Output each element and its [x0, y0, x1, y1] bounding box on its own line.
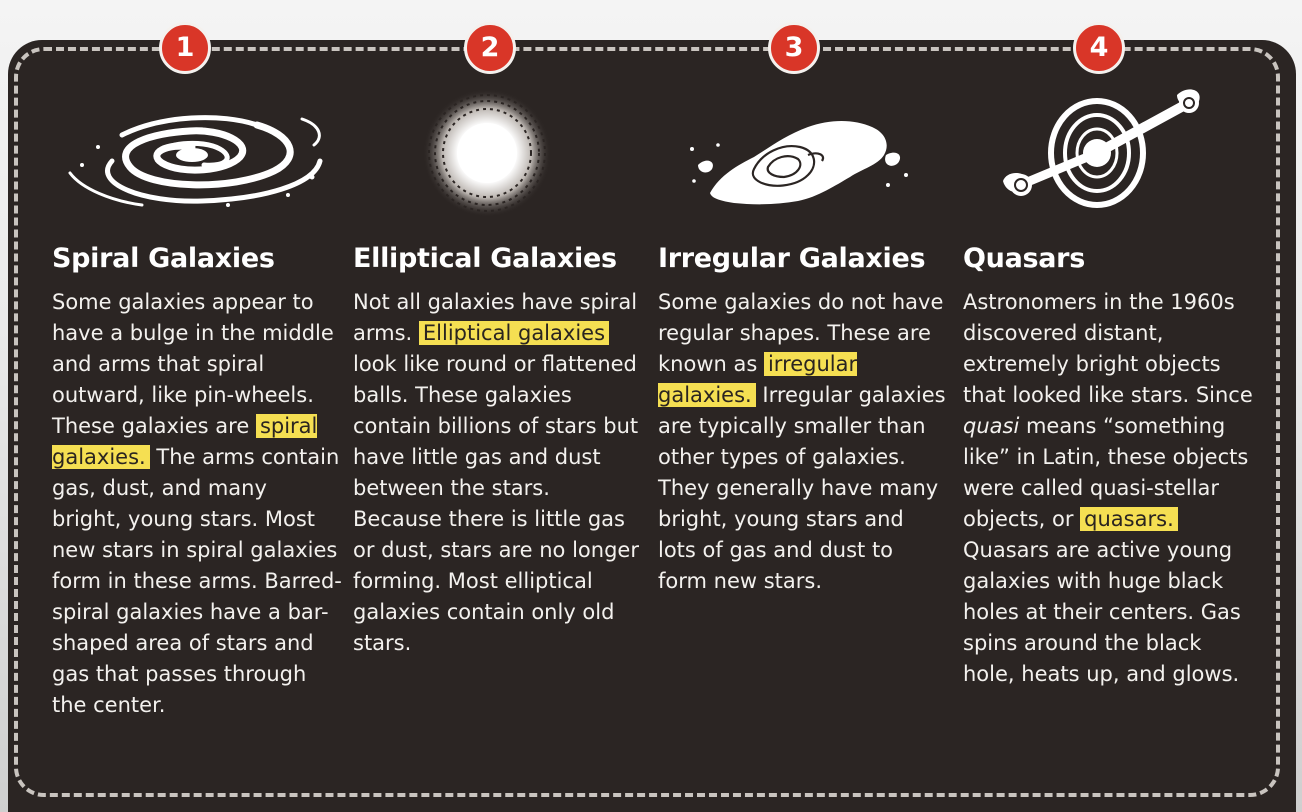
irregular-galaxy-icon [658, 85, 948, 235]
text-spiral-part2: The arms contain gas, dust, and many bri… [52, 445, 342, 717]
description-spiral-galaxies: Some galaxies appear to have a bulge in … [52, 287, 342, 721]
highlight-quasars: quasars. [1080, 507, 1178, 531]
quasar-icon [963, 85, 1253, 235]
text-irregular-part1: Some galaxies do not have regular shapes… [658, 290, 944, 376]
description-quasars: Astronomers in the 1960s discovered dist… [963, 287, 1253, 690]
badge-3: 3 [768, 22, 820, 74]
badge-1: 1 [159, 22, 211, 74]
badge-2: 2 [464, 22, 516, 74]
highlight-elliptical-galaxies: Elliptical galaxies [418, 321, 610, 345]
text-quasars-part2: means “something like” in Latin, these o… [963, 414, 1249, 531]
title-elliptical-galaxies: Elliptical Galaxies [353, 243, 617, 274]
text-quasars-italic: quasi [963, 414, 1020, 438]
dashed-border [14, 47, 1280, 797]
title-irregular-galaxies: Irregular Galaxies [658, 243, 926, 274]
column-quasars: Quasars Astronomers in the 1960s discove… [963, 85, 1253, 690]
title-quasars: Quasars [963, 243, 1085, 274]
column-elliptical: Elliptical Galaxies Not all galaxies hav… [353, 85, 643, 659]
description-irregular-galaxies: Some galaxies do not have regular shapes… [658, 287, 948, 597]
column-irregular: Irregular Galaxies Some galaxies do not … [658, 85, 948, 597]
badge-4: 4 [1073, 22, 1125, 74]
column-spiral: Spiral Galaxies Some galaxies appear to … [52, 85, 342, 721]
text-quasars-part1: Astronomers in the 1960s discovered dist… [963, 290, 1253, 407]
text-quasars-part3: Quasars are active young galaxies with h… [963, 538, 1241, 686]
text-spiral-part1: Some galaxies appear to have a bulge in … [52, 290, 334, 438]
text-irregular-part2: Irregular galaxies are typically smaller… [658, 383, 946, 593]
elliptical-galaxy-icon [353, 85, 643, 235]
text-elliptical-part1: Not all galaxies have spiral arms. [353, 290, 638, 345]
title-spiral-galaxies: Spiral Galaxies [52, 243, 275, 274]
text-elliptical-part2: look like round or flattened balls. Thes… [353, 352, 639, 655]
spiral-galaxy-icon [52, 85, 342, 235]
description-elliptical-galaxies: Not all galaxies have spiral arms. Ellip… [353, 287, 643, 659]
